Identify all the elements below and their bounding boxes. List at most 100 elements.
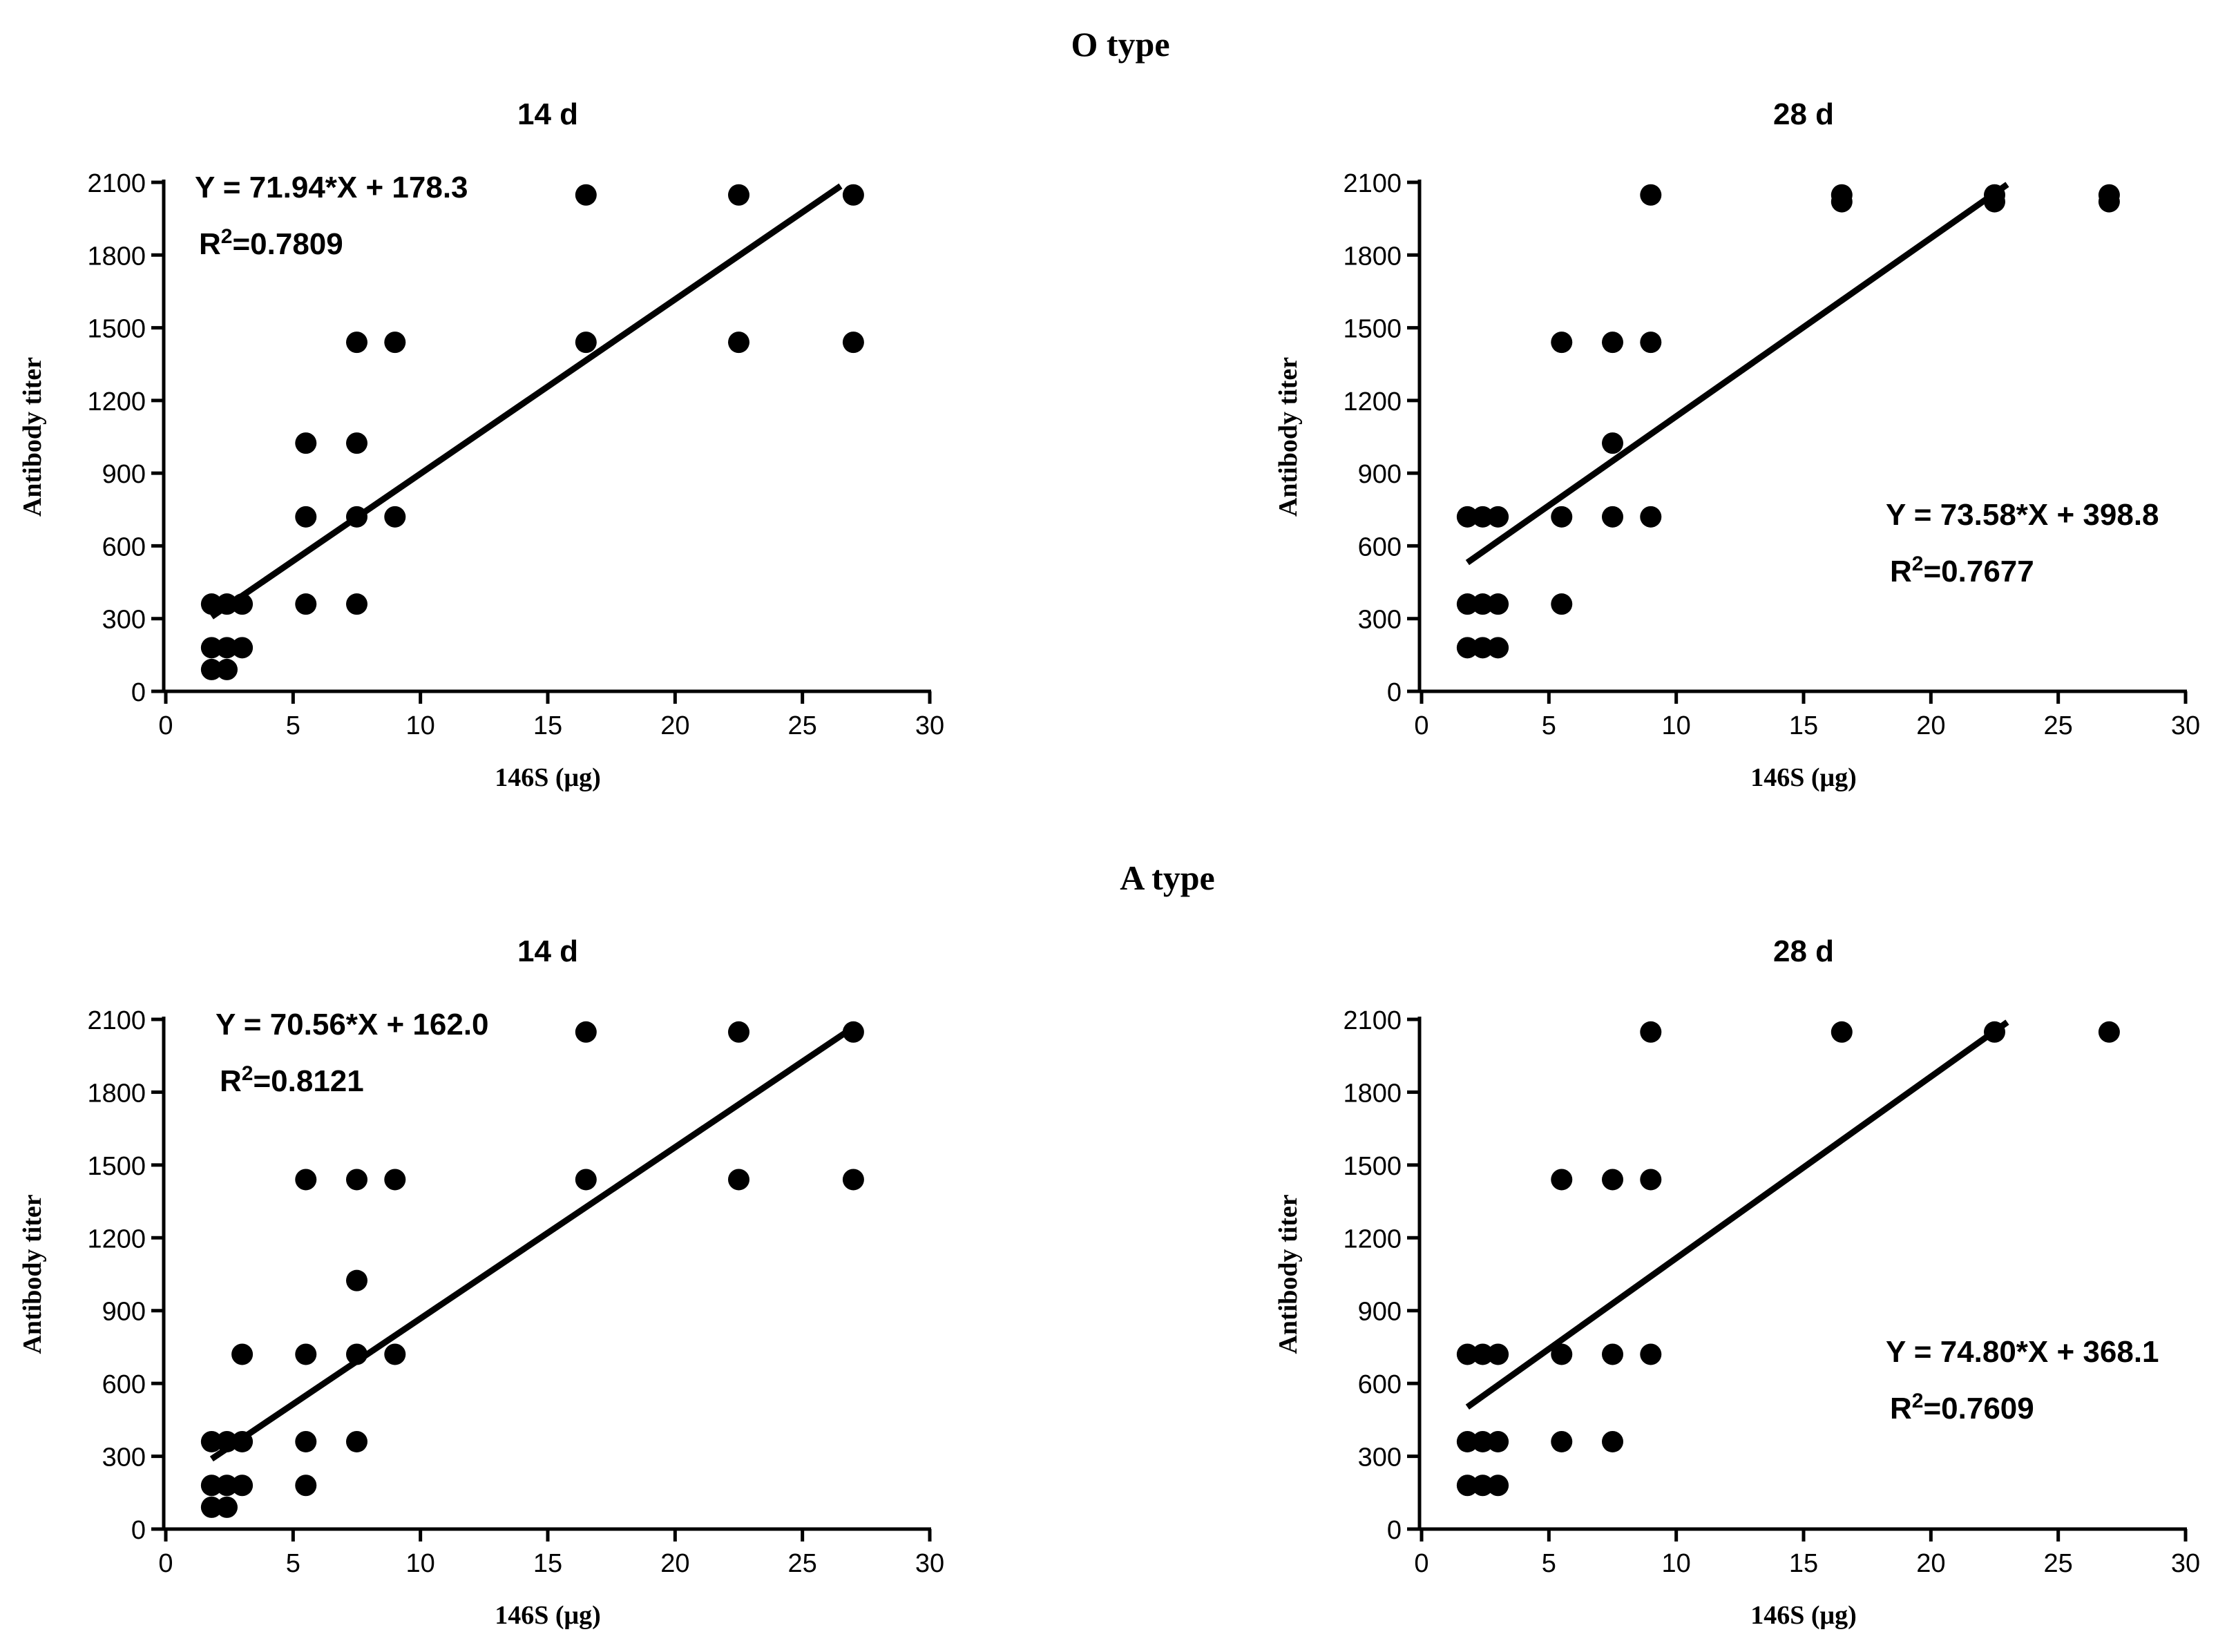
y-tick-label: 2100 [87,169,146,198]
data-point [1551,332,1573,354]
x-tick-label: 10 [1662,1549,1691,1578]
data-point [1984,191,2005,213]
data-point [216,593,238,615]
data-point [1602,1343,1623,1365]
data-point [216,658,238,680]
x-tick-label: 0 [1414,711,1428,740]
regression-line [1465,182,2009,566]
data-point [1551,1343,1573,1365]
data-point [200,1475,222,1497]
data-point [1602,332,1623,354]
y-tick-label: 1800 [87,242,146,271]
data-point [1471,637,1493,659]
x-axis-label: 146S (μg) [1750,1601,1856,1630]
data-point [200,1430,222,1452]
x-tick-label: 20 [1916,1549,1945,1578]
y-tick-label: 900 [102,460,146,489]
data-point [1487,1343,1509,1365]
data-point [216,1430,238,1452]
x-axis-label: 146S (μg) [495,1601,600,1630]
y-tick-label: 600 [1358,1370,1402,1399]
panel-title: 14 d [517,934,578,968]
data-point [295,506,317,528]
panel-title: 28 d [1773,934,1834,968]
data-point [575,332,597,354]
regression-equation: Y = 73.58*X + 398.8 [1886,498,2159,532]
y-tick-label: 300 [102,1443,146,1472]
r-squared-label: R2=0.8121 [220,1062,364,1099]
data-point [1602,506,1623,528]
data-point [1471,1343,1493,1365]
y-tick-label: 0 [131,678,146,707]
data-point [1602,432,1623,454]
x-tick-label: 5 [286,711,300,740]
x-axis-label: 146S (μg) [1750,763,1856,792]
y-tick-label: 300 [102,606,146,635]
data-point [1551,1169,1573,1191]
x-tick-label: 10 [406,711,435,740]
data-point [575,1169,597,1191]
data-point [1456,1430,1478,1452]
panel-a-type-28d: 28 d 0 300 600 900 1200 1500 1800 2100 0 5 10 15 20 25… [1274,934,2200,1630]
y-axis-label: Antibody titer [18,357,47,517]
y-tick-label: 1800 [87,1079,146,1108]
regression-equation: Y = 70.56*X + 162.0 [216,1008,489,1041]
x-tick-label: 30 [2171,711,2200,740]
x-tick-label: 30 [915,1549,944,1578]
data-point [1471,593,1493,615]
data-point [842,332,864,354]
panel-title: 28 d [1773,97,1834,131]
r-squared-label: R2=0.7609 [1890,1390,2034,1426]
y-tick-label: 900 [1358,460,1402,489]
y-axis-label: Antibody titer [1274,357,1303,517]
data-point [384,1343,406,1365]
data-point [1831,1021,1853,1043]
y-tick-label: 1800 [1343,1079,1402,1108]
y-tick-label: 900 [1358,1298,1402,1327]
data-point [1456,593,1478,615]
data-point [1456,506,1478,528]
data-point [842,184,864,206]
x-tick-label: 15 [533,711,562,740]
y-axis-label: Antibody titer [18,1194,47,1354]
data-point [1471,506,1493,528]
x-tick-label: 0 [158,711,173,740]
data-point [1640,1343,1662,1365]
data-point [384,506,406,528]
regression-line [209,183,843,620]
data-point [1487,506,1509,528]
data-point [295,1343,317,1365]
y-tick-label: 1800 [1343,242,1402,271]
y-tick-label: 1500 [87,315,146,344]
data-point [216,1496,238,1518]
data-point [216,1475,238,1497]
data-point [231,1430,254,1452]
x-tick-label: 15 [1789,711,1818,740]
section-title-a-type: A type [1120,858,1215,897]
data-point [295,1430,317,1452]
x-tick-label: 5 [1542,711,1556,740]
y-tick-label: 600 [102,1370,146,1399]
y-tick-label: 900 [102,1298,146,1327]
data-point [1471,1430,1493,1452]
data-point [231,1343,254,1365]
data-point [728,1021,749,1043]
x-tick-label: 15 [1789,1549,1818,1578]
x-tick-label: 25 [788,711,817,740]
x-tick-label: 25 [788,1549,817,1578]
data-point [1984,1021,2005,1043]
x-tick-label: 0 [1414,1549,1428,1578]
data-point [1456,1343,1478,1365]
data-point [346,593,367,615]
data-point [295,593,317,615]
x-tick-label: 30 [2171,1549,2200,1578]
section-title-o-type: O type [1071,25,1169,64]
y-tick-label: 300 [1358,1443,1402,1472]
data-point [1640,1021,1662,1043]
y-tick-label: 2100 [1343,1006,1402,1035]
data-point [1487,637,1509,659]
data-point [1487,593,1509,615]
x-tick-label: 30 [915,711,944,740]
data-point [1602,1169,1623,1191]
